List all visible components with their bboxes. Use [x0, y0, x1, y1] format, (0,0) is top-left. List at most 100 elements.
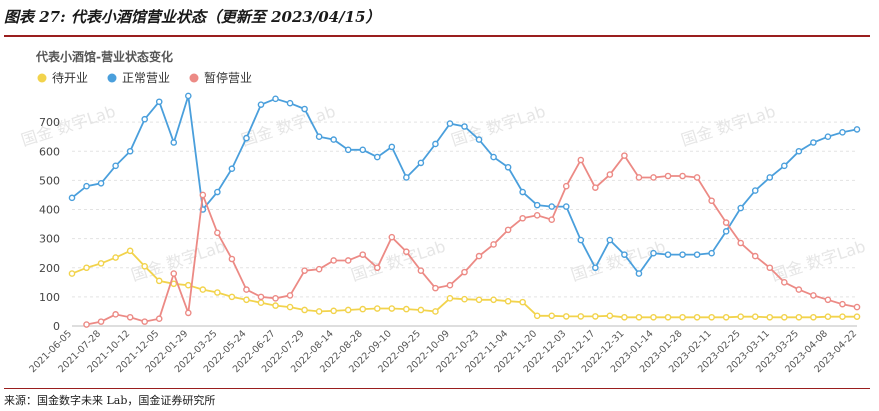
data-point [344, 257, 352, 264]
data-point [257, 299, 265, 307]
data-point [650, 313, 657, 321]
data-point [708, 313, 715, 321]
data-point [504, 163, 512, 171]
data-point [490, 296, 497, 304]
y-axis: 0 100 200 300 400 500 600 700 [39, 116, 60, 333]
data-point [519, 188, 526, 196]
data-point [403, 174, 410, 181]
data-point [592, 184, 599, 191]
watermark-layer: 国金 数字Lab 国金 数字Lab 国金 数字Lab 国金 数字Lab 国金 数字Lab… [19, 102, 868, 285]
data-point [373, 305, 381, 312]
data-point [155, 277, 163, 285]
legend-label: 待开业 [52, 71, 88, 85]
data-point [257, 293, 265, 301]
data-point [839, 300, 846, 308]
data-point [97, 260, 105, 267]
chart-title: 代表小酒馆-营业状态变化 [35, 49, 173, 64]
data-point [708, 249, 715, 257]
data-point [766, 264, 774, 272]
data-point [214, 188, 221, 196]
y-tick-label: 700 [39, 116, 60, 129]
data-point [606, 171, 614, 178]
data-point [228, 165, 236, 173]
data-point [839, 129, 846, 136]
data-point [635, 174, 643, 181]
data-point [199, 191, 207, 199]
data-point [504, 297, 512, 305]
data-point [751, 313, 759, 320]
data-point [592, 264, 599, 272]
data-point [824, 133, 832, 140]
data-point [824, 313, 832, 320]
data-point [141, 262, 148, 270]
data-point [141, 115, 148, 123]
chart-area: 国金 数字Lab 国金 数字Lab 国金 数字Lab 国金 数字Lab 国金 数字Lab… [19, 49, 868, 375]
data-point [432, 308, 439, 315]
data-point [446, 295, 454, 302]
data-point [810, 292, 817, 299]
data-point [170, 139, 178, 146]
figure-title: 图表 27: 代表小酒馆营业状态（更新至 2023/04/15） [4, 8, 381, 26]
data-point [68, 194, 76, 202]
data-point [388, 143, 396, 151]
data-point [664, 251, 672, 258]
data-point [679, 313, 686, 321]
data-point [621, 152, 628, 159]
data-point [315, 308, 323, 315]
series-2 [83, 152, 861, 328]
data-point [68, 270, 76, 277]
data-point [301, 105, 308, 113]
data-point [344, 306, 352, 314]
y-tick-label: 400 [39, 204, 60, 217]
data-point [562, 182, 570, 190]
source-note: 来源：国金数字未来 Lab，国金证券研究所 [4, 394, 216, 407]
data-point [155, 315, 163, 323]
data-point [417, 267, 425, 274]
data-point [693, 174, 701, 181]
data-point [722, 313, 730, 321]
data-point [475, 252, 483, 260]
data-point [853, 126, 861, 133]
data-point [214, 229, 221, 237]
data-point [621, 251, 628, 258]
data-point [708, 197, 715, 205]
data-point [344, 146, 352, 154]
data-point [272, 295, 279, 302]
legend-marker [107, 73, 117, 83]
data-point [548, 216, 556, 223]
data-point [97, 179, 105, 187]
data-point [824, 296, 832, 304]
data-point [650, 249, 657, 257]
data-point [461, 295, 468, 303]
data-point [403, 305, 410, 313]
data-point [126, 147, 134, 155]
data-point [461, 123, 468, 130]
data-point [301, 267, 308, 274]
watermark-text: 国金 数字Lab [19, 102, 118, 150]
data-point [330, 136, 337, 143]
data-point [751, 252, 759, 260]
legend-label: 暂停营业 [204, 70, 252, 85]
data-point [272, 302, 279, 309]
data-point [243, 286, 250, 293]
data-point [112, 311, 119, 318]
data-point [475, 296, 483, 304]
data-point [475, 136, 483, 143]
series-1 [68, 92, 861, 277]
x-axis: 2021-06-052021-07-282021-10-122021-12-05… [27, 328, 859, 375]
legend-label: 正常营业 [122, 71, 170, 85]
data-point [795, 147, 803, 155]
data-point [519, 298, 526, 306]
data-point [461, 268, 468, 276]
watermark-text: 国金 数字Lab [239, 102, 338, 150]
series-0 [68, 247, 861, 321]
data-point [693, 313, 701, 321]
data-point [228, 293, 236, 301]
data-point [373, 264, 381, 272]
data-point [315, 265, 323, 273]
data-point [243, 134, 250, 142]
data-point [373, 153, 381, 161]
data-point [606, 312, 614, 320]
data-point [184, 309, 192, 317]
data-point [214, 289, 221, 296]
